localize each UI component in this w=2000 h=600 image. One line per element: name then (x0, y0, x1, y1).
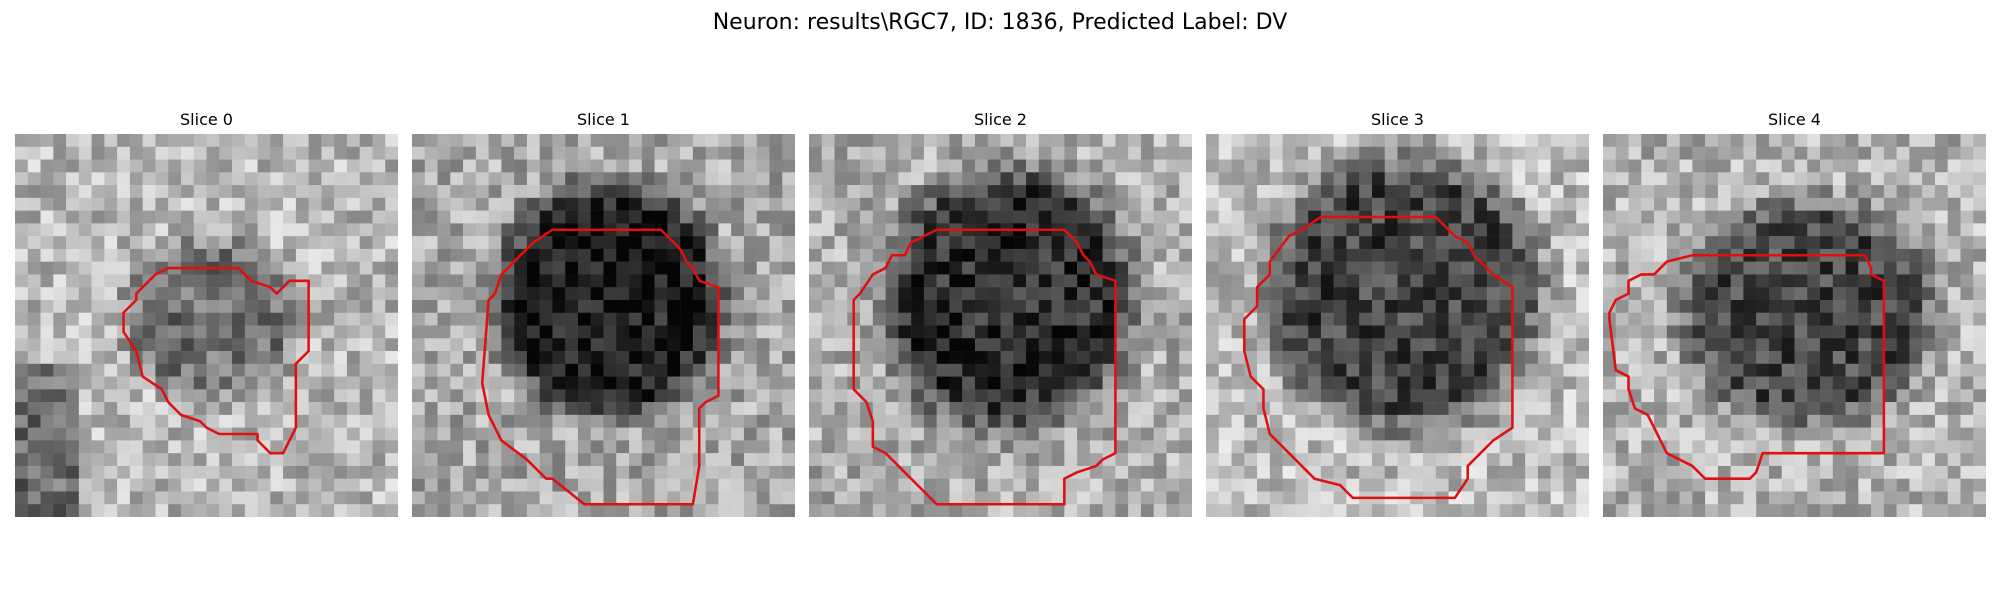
slice-image (1603, 134, 1986, 517)
segmentation-contour (852, 228, 1117, 506)
slice-panel-0: Slice 0 (15, 108, 398, 517)
slice-image (809, 134, 1192, 517)
slice-title: Slice 3 (1371, 110, 1424, 129)
pixel-grid (15, 134, 398, 517)
segmentation-contour (480, 228, 720, 506)
segmentation-contour (1243, 215, 1514, 500)
slice-title: Slice 2 (974, 110, 1027, 129)
slice-title: Slice 0 (180, 110, 233, 129)
pixel-grid (1603, 134, 1986, 517)
segmentation-contour (1608, 254, 1886, 480)
pixel-grid (412, 134, 795, 517)
slice-image (1206, 134, 1589, 517)
figure-title: Neuron: results\RGC7, ID: 1836, Predicte… (712, 10, 1288, 35)
slice-panel-1: Slice 1 (412, 108, 795, 517)
slice-panel-3: Slice 3 (1206, 108, 1589, 517)
slice-title: Slice 4 (1768, 110, 1821, 129)
pixel-grid (1206, 134, 1589, 517)
segmentation-contour (122, 266, 310, 455)
slice-image (15, 134, 398, 517)
slice-panel-2: Slice 2 (809, 108, 1192, 517)
slice-title: Slice 1 (577, 110, 630, 129)
slice-panel-4: Slice 4 (1603, 108, 1986, 517)
pixel-grid (809, 134, 1192, 517)
slice-image (412, 134, 795, 517)
